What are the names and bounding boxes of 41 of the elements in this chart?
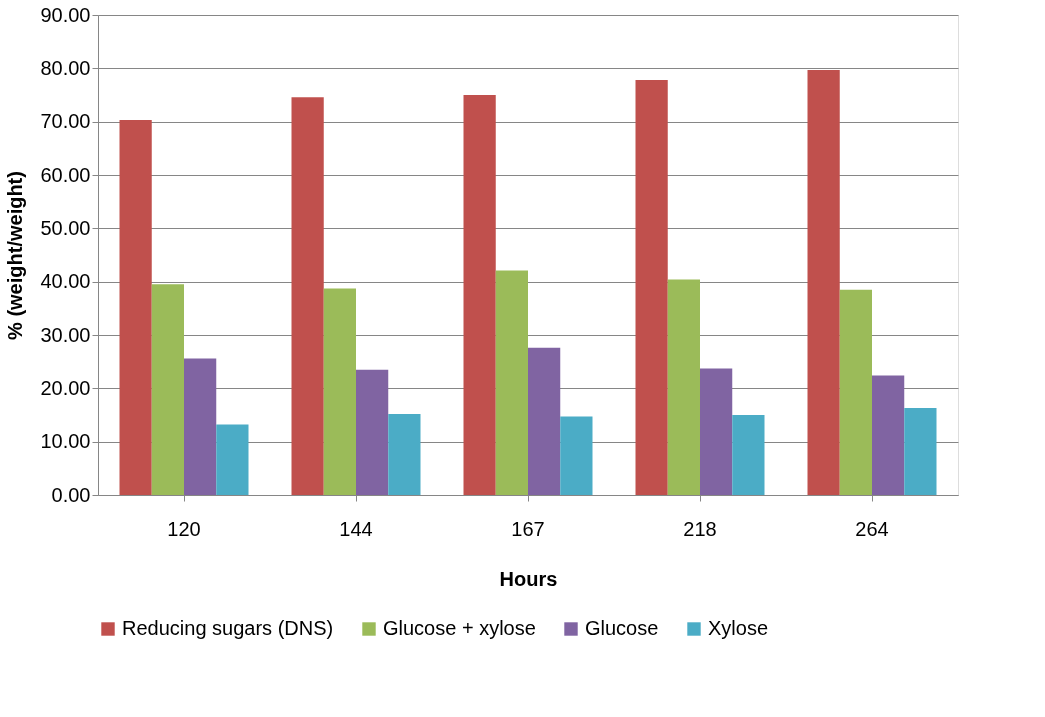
bar bbox=[151, 284, 184, 495]
bar bbox=[667, 279, 700, 495]
bar bbox=[700, 368, 733, 495]
y-tick-label: 60.00 bbox=[40, 163, 91, 186]
y-tick-label: 90.00 bbox=[40, 3, 91, 26]
y-tick-label: 10.00 bbox=[40, 430, 91, 453]
x-tick-label: 144 bbox=[339, 517, 373, 540]
bar bbox=[184, 358, 217, 495]
bar bbox=[560, 416, 593, 495]
legend-label: Glucose bbox=[585, 617, 659, 639]
bar bbox=[495, 270, 528, 495]
x-tick-label: 167 bbox=[511, 517, 545, 540]
y-tick-label: 0.00 bbox=[51, 483, 91, 506]
bar bbox=[839, 289, 872, 495]
bar bbox=[323, 288, 356, 495]
bar bbox=[904, 408, 937, 495]
bar bbox=[388, 413, 421, 495]
y-tick-label: 50.00 bbox=[40, 216, 91, 239]
x-tick-label: 120 bbox=[167, 517, 201, 540]
bar bbox=[528, 347, 561, 495]
legend-label: Reducing sugars (DNS) bbox=[122, 617, 334, 639]
bar bbox=[356, 369, 389, 495]
bar bbox=[119, 120, 152, 495]
y-axis-title: % (weight/weight) bbox=[4, 171, 27, 340]
y-tick-label: 80.00 bbox=[40, 56, 91, 79]
y-tick-label: 40.00 bbox=[40, 270, 91, 293]
bar bbox=[872, 375, 905, 495]
x-tick-label: 218 bbox=[683, 517, 717, 540]
bar bbox=[291, 97, 324, 495]
bar bbox=[216, 424, 249, 495]
y-tick-label: 30.00 bbox=[40, 323, 91, 346]
legend-label: Glucose + xylose bbox=[383, 617, 536, 639]
y-tick-label: 70.00 bbox=[40, 110, 91, 133]
legend-label: Xylose bbox=[708, 617, 769, 639]
x-tick-label: 264 bbox=[855, 517, 889, 540]
x-axis-title: Hours bbox=[499, 567, 558, 590]
bar bbox=[463, 95, 496, 495]
bar bbox=[807, 69, 840, 495]
bar bbox=[635, 80, 668, 495]
y-tick-label: 20.00 bbox=[40, 376, 91, 399]
bar bbox=[732, 415, 765, 495]
